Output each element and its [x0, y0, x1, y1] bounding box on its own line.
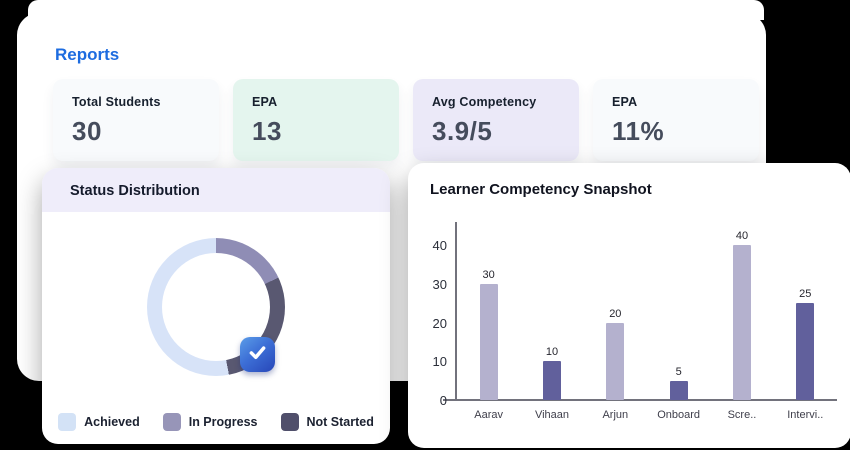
y-axis: [455, 222, 457, 400]
bar-chart: 30 Aarav 10 Vihaan 20 Arjun 5 Onboard 40 Scre.. 25…: [433, 222, 837, 421]
stat-card: Total Students 30: [53, 79, 219, 161]
x-tick-label: Onboard: [657, 409, 701, 421]
stat-label: EPA: [252, 95, 278, 109]
stats-row: Total Students 30 EPA 13 Avg Competency …: [53, 79, 759, 161]
status-card-title: Status Distribution: [42, 168, 390, 212]
bar: [479, 283, 498, 400]
legend-label: Not Started: [306, 415, 374, 429]
bar-group-vihaan: 10 Vihaan: [520, 222, 583, 421]
x-tick-label: Arjun: [602, 409, 629, 421]
bar-slots: 30 Aarav 10 Vihaan 20 Arjun 5 Onboard 40 Scre.. 25…: [457, 222, 837, 421]
stat-value: 3.9/5: [432, 116, 493, 146]
bar-value-label: 5: [675, 365, 682, 378]
stat-value: 30: [72, 116, 102, 146]
x-tick-label: Intervi..: [787, 409, 824, 421]
stat-label: Avg Competency: [432, 95, 537, 109]
legend-item-achieved[interactable]: Achieved: [58, 413, 140, 431]
y-tick-label: 20: [432, 315, 447, 331]
learner-competency-card: Learner Competency Snapshot 30 Aarav 10 Vih…: [408, 163, 850, 448]
bar-group-onboard: 5 Onboard: [647, 222, 710, 421]
legend-label: Achieved: [84, 415, 140, 429]
stat-label: Total Students: [72, 95, 161, 109]
y-tick-label: 0: [439, 393, 447, 408]
x-tick-label: Vihaan: [534, 409, 570, 421]
donut-legend: Achieved In Progress Not Started: [42, 413, 390, 431]
stat-value: 13: [252, 116, 282, 146]
stat-card: EPA 11%: [593, 79, 759, 161]
legend-swatch: [280, 413, 299, 431]
bar: [796, 303, 815, 400]
x-tick-label: Scre..: [727, 409, 757, 421]
page-title: Reports: [55, 45, 120, 64]
bar: [542, 361, 561, 400]
bar: [606, 322, 625, 400]
bar-value-label: 30: [482, 268, 495, 281]
status-donut-chart: [147, 238, 285, 376]
legend-swatch: [58, 413, 77, 431]
x-tick-label: Aarav: [474, 409, 504, 421]
check-icon: [247, 342, 268, 368]
bar-group-arjun: 20 Arjun: [584, 222, 647, 421]
check-badge: [240, 337, 275, 372]
status-distribution-card: Status Distribution Achieved In Progress N…: [42, 168, 390, 444]
y-tick-label: 30: [432, 276, 447, 292]
stat-value: 11%: [612, 116, 665, 146]
bar-value-label: 40: [735, 230, 749, 243]
stat-card: Avg Competency 3.9/5: [413, 79, 579, 161]
legend-item-not-started[interactable]: Not Started: [280, 413, 374, 431]
bar-value-label: 10: [545, 346, 559, 359]
bar: [669, 380, 688, 400]
y-tick-label: 40: [432, 238, 447, 254]
legend-item-in-progress[interactable]: In Progress: [162, 413, 258, 431]
y-tick-label: 10: [432, 354, 447, 370]
snapshot-card-title: Learner Competency Snapshot: [430, 181, 652, 198]
bar-group-intervi: 25 Intervi..: [774, 222, 837, 421]
x-axis: [443, 399, 837, 401]
legend-label: In Progress: [188, 415, 258, 429]
bar-value-label: 25: [799, 288, 812, 301]
bar-group-aarav: 30 Aarav: [457, 222, 520, 421]
stat-card: EPA 13: [233, 79, 399, 161]
bar-value-label: 20: [609, 307, 622, 320]
bar: [732, 245, 751, 400]
stat-label: EPA: [612, 95, 638, 109]
bar-group-scre: 40 Scre..: [710, 222, 773, 421]
legend-swatch: [162, 413, 181, 431]
